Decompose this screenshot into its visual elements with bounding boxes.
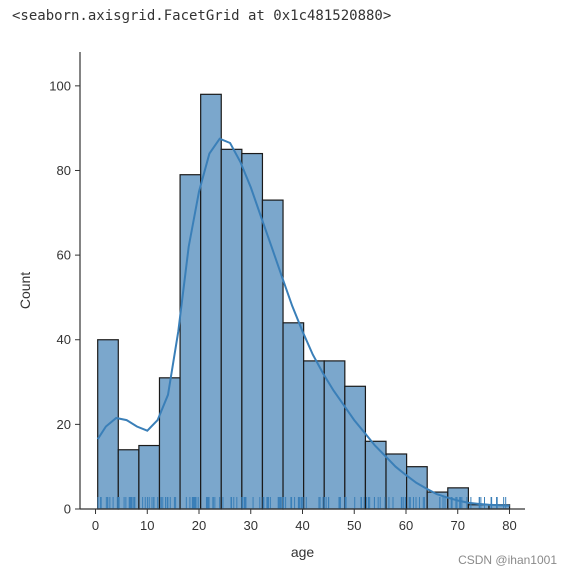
y-axis-ticks: 0 20 40 60 80 100 (49, 78, 80, 517)
y-tick-label: 20 (57, 417, 71, 432)
x-tick-label: 70 (450, 518, 464, 533)
histogram-bar (282, 322, 305, 510)
histogram-bar (200, 93, 222, 510)
x-tick-label: 0 (92, 518, 99, 533)
x-axis-label: age (291, 544, 315, 560)
rug-marks (97, 497, 507, 509)
histogram-bar (344, 385, 367, 510)
y-axis-label: Count (17, 272, 33, 309)
histogram-bar (158, 377, 181, 510)
watermark-text: CSDN @ihan1001 (458, 553, 557, 567)
histogram-bar (117, 449, 140, 510)
x-tick-label: 50 (347, 518, 361, 533)
x-tick-label: 40 (295, 518, 309, 533)
kde-curve (96, 137, 510, 507)
histogram-bars (97, 93, 511, 510)
x-tick-label: 20 (192, 518, 206, 533)
cell-output-text: <seaborn.axisgrid.FacetGrid at 0x1c48152… (12, 8, 392, 24)
histogram-bar (323, 360, 346, 510)
histogram-bar (241, 152, 264, 510)
histogram-bar (303, 360, 325, 510)
y-tick-label: 40 (57, 332, 71, 347)
x-tick-label: 80 (502, 518, 516, 533)
y-tick-label: 0 (64, 502, 71, 517)
y-tick-label: 60 (57, 248, 71, 263)
histogram-bar (261, 199, 284, 510)
histogram-bar (220, 148, 243, 510)
x-tick-label: 60 (399, 518, 413, 533)
histogram-bar (179, 174, 202, 510)
x-tick-label: 10 (140, 518, 154, 533)
x-tick-label: 30 (244, 518, 258, 533)
x-axis-ticks: 0 10 20 30 40 50 60 70 80 (92, 509, 517, 533)
y-tick-label: 80 (57, 163, 71, 178)
y-tick-label: 100 (49, 78, 71, 93)
